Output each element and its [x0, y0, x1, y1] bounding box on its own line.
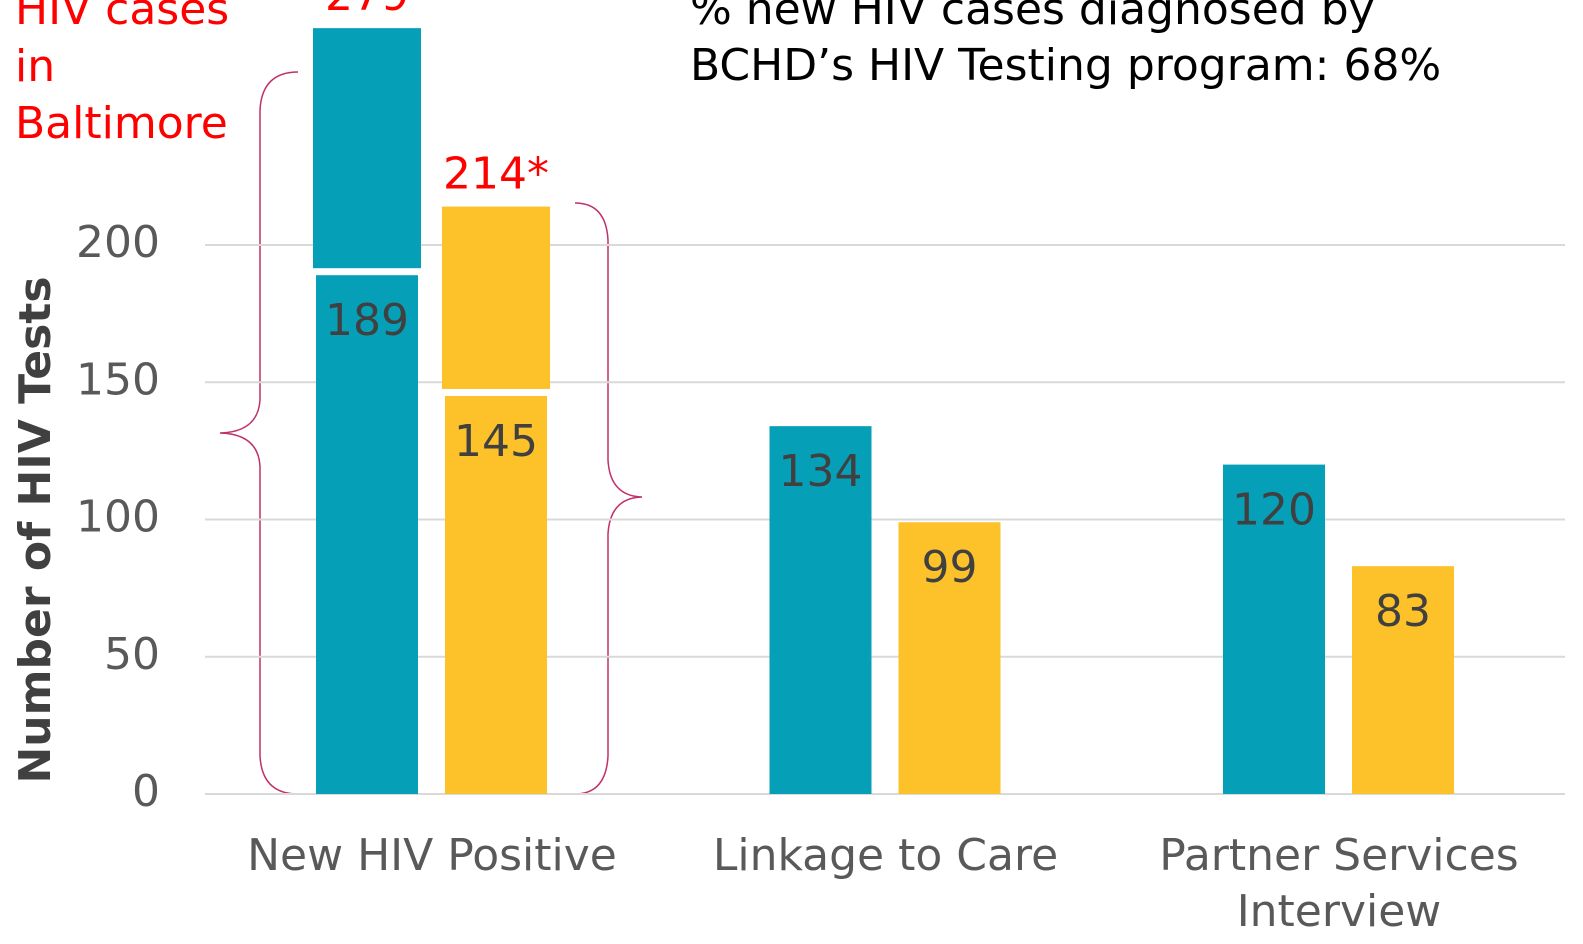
side-note: HIV cases [15, 0, 229, 35]
total-segment [442, 206, 550, 389]
note-line: % new HIV cases diagnosed by [690, 0, 1375, 35]
bar [898, 522, 1001, 794]
total-label: 279 [325, 0, 409, 21]
brace [219, 71, 299, 795]
value-label: 99 [922, 542, 978, 593]
value-label: 189 [325, 295, 409, 346]
x-tick-label: Partner Services Interview [1159, 830, 1518, 937]
x-tick-label: Linkage to Care [713, 830, 1058, 881]
side-note: in [15, 41, 55, 92]
y-axis-title: Number of HIV Tests [10, 276, 61, 783]
value-label: 120 [1232, 485, 1316, 536]
bar [769, 426, 872, 794]
value-label: 134 [779, 446, 863, 497]
bar [1352, 566, 1454, 794]
value-label: 145 [454, 416, 538, 467]
y-tick-label: 100 [76, 492, 160, 543]
bar [445, 395, 547, 794]
brace [574, 202, 643, 795]
bar [1223, 464, 1325, 794]
y-tick-label: 150 [76, 354, 160, 405]
bar [316, 275, 418, 794]
value-label: 83 [1375, 586, 1431, 637]
x-tick-label: New HIV Positive [247, 830, 617, 881]
side-note: Baltimore [15, 98, 228, 149]
total-label: 214* [443, 149, 549, 200]
total-segment [313, 28, 421, 269]
y-tick-label: 200 [76, 217, 160, 268]
note-line: BCHD’s HIV Testing program: 68% [690, 40, 1441, 91]
y-tick-label: 0 [132, 766, 160, 817]
y-tick-label: 50 [104, 629, 160, 680]
